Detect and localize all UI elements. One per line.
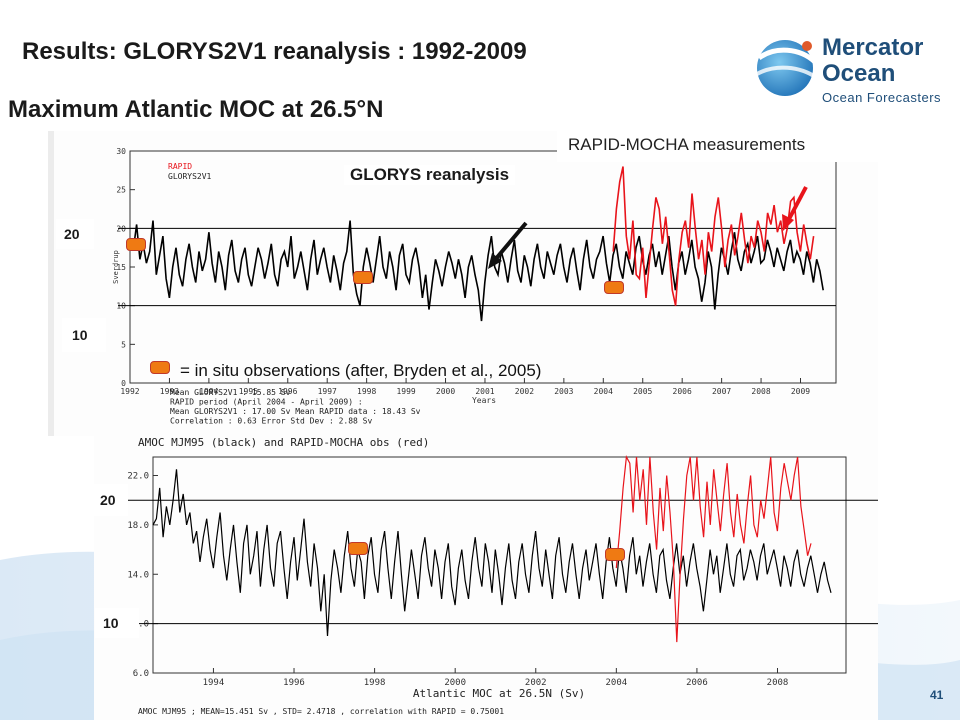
insitu-legend-marker xyxy=(150,361,170,374)
x-tick-label: 2000 xyxy=(444,678,466,688)
legend-glorys2v1: GLORYS2V1 xyxy=(168,172,212,181)
x-tick-label: 1999 xyxy=(396,387,415,396)
x-tick-label: 2005 xyxy=(633,387,652,396)
y-tick-label: 18.0 xyxy=(127,521,149,531)
x-tick-label: 2009 xyxy=(791,387,810,396)
plot-frame xyxy=(129,150,837,384)
x-tick-label: 2006 xyxy=(686,678,708,688)
y-tick-label: 20 xyxy=(116,224,126,233)
series-line-rapid xyxy=(612,166,815,306)
stats-line: Mean GLORYS2V1 : 17.00 Sv Mean RAPID dat… xyxy=(170,407,421,416)
series-line-glorys2v1 xyxy=(129,220,824,322)
rapid-mocha-label: RAPID-MOCHA measurements xyxy=(557,128,906,162)
insitu-note: = in situ observations (after, Bryden et… xyxy=(180,361,542,380)
obs-marker-1998-top xyxy=(353,271,373,284)
y-tick-label: 14.0 xyxy=(127,570,149,580)
stats-line: Correlation : 0.63 Error Std Dev : 2.88 … xyxy=(170,417,372,426)
ref-20-bottom-label: 20 xyxy=(90,484,128,516)
obs-marker-2004-bottom xyxy=(605,548,625,561)
glorys-reanalysis-label: GLORYS reanalysis xyxy=(344,165,516,185)
stats-footer: AMOC MJM95 ; MEAN=15.451 Sv , STD= 2.471… xyxy=(138,707,504,716)
obs-marker-2004-top xyxy=(604,281,624,294)
x-tick-label: 2001 xyxy=(475,387,494,396)
legend-rapid: RAPID xyxy=(168,162,192,171)
logo-name-line2: Ocean xyxy=(822,60,896,87)
x-tick-label: 2006 xyxy=(673,387,692,396)
logo-tagline: Ocean Forecasters xyxy=(822,90,942,105)
y-axis-label: Sverdrup xyxy=(112,250,120,284)
y-tick-label: 0 xyxy=(121,379,126,388)
x-tick-label: 2000 xyxy=(436,387,455,396)
rapid-arrowhead-icon xyxy=(782,214,794,231)
y-tick-label: 30 xyxy=(116,147,126,156)
x-axis-label: Atlantic MOC at 26.5N (Sv) xyxy=(413,687,585,700)
x-tick-label: 2002 xyxy=(525,678,547,688)
ref-20-top-label: 20 xyxy=(56,219,94,249)
stats-line: RAPID period (April 2004 - April 2009) : xyxy=(170,398,363,407)
x-tick-label: 2008 xyxy=(767,678,789,688)
x-tick-label: 2003 xyxy=(554,387,573,396)
y-tick-label: 22.0 xyxy=(127,472,149,482)
stats-line: Mean GLORYS2V1 : 15.85 Sv xyxy=(170,388,291,397)
obs-marker-1998-bottom xyxy=(348,542,368,555)
x-tick-label: 2004 xyxy=(594,387,613,396)
amoc-chart: 6.010.014.018.022.0199419961998200020022… xyxy=(127,436,878,716)
x-tick-label: 2007 xyxy=(712,387,731,396)
logo-name-line1: Mercator xyxy=(822,34,924,61)
ref-10-bottom-label: 10 xyxy=(95,608,139,638)
page-number: 41 xyxy=(930,688,944,702)
glorys-chart: 0 5 10 15 20 25 30 1992 1993 1994 1995 1996 1997 1998… xyxy=(112,147,837,426)
x-tick-label: 1994 xyxy=(203,678,225,688)
x-tick-label: 2008 xyxy=(751,387,770,396)
x-tick-label: 1992 xyxy=(120,387,139,396)
x-tick-label: 1995 xyxy=(239,387,258,396)
x-axis-label: Years xyxy=(472,396,496,405)
x-tick-label: 1998 xyxy=(357,387,376,396)
plot-frame xyxy=(152,456,847,674)
y-tick-label: 5 xyxy=(121,340,126,349)
chart-title: AMOC MJM95 (black) and RAPID-MOCHA obs (… xyxy=(138,436,429,449)
x-tick-label: 1996 xyxy=(283,678,305,688)
mercator-logo-globe-icon xyxy=(756,40,819,96)
obs-marker-1992 xyxy=(126,238,146,251)
glorys-arrow-icon xyxy=(492,221,528,263)
y-tick-label: 15 xyxy=(116,263,126,272)
x-tick-label: 2004 xyxy=(605,678,627,688)
ref-10-top-label: 10 xyxy=(62,318,106,352)
glorys-arrowhead-icon xyxy=(488,253,502,269)
x-tick-label: 1993 xyxy=(160,387,179,396)
y-tick-label: 10 xyxy=(116,302,126,311)
x-tick-label: 1998 xyxy=(364,678,386,688)
x-tick-label: 2002 xyxy=(515,387,534,396)
x-tick-label: 1994 xyxy=(199,387,218,396)
y-tick-label: 6.0 xyxy=(133,669,149,679)
rapid-arrow-icon xyxy=(786,186,808,222)
y-tick-label: 25 xyxy=(116,186,126,195)
slide-title: Results: GLORYS2V1 reanalysis : 1992-200… xyxy=(22,38,527,65)
series-line-rapid-mocha-obs xyxy=(615,455,812,643)
x-tick-label: 1996 xyxy=(278,387,297,396)
x-tick-label: 1997 xyxy=(318,387,337,396)
slide-subtitle: Maximum Atlantic MOC at 26.5°N xyxy=(8,96,384,123)
series-line-amoc-mjm95 xyxy=(152,469,832,637)
